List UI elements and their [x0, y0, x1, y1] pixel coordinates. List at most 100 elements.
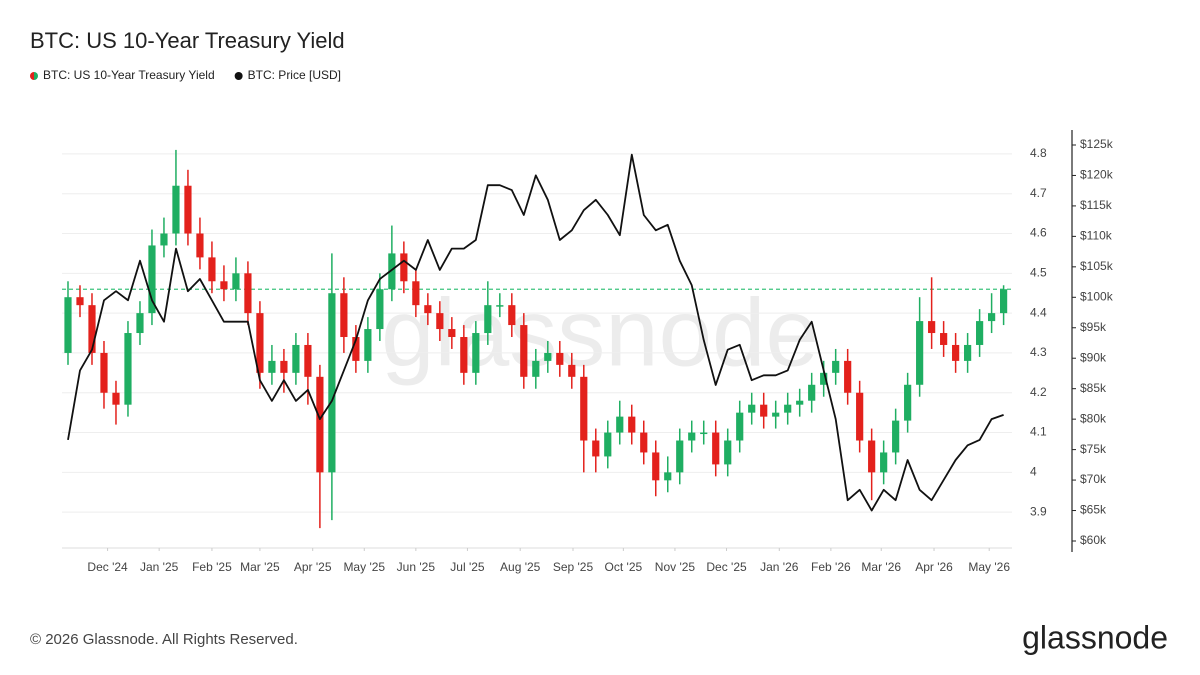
y-tick-label: 4.8 [1030, 146, 1047, 160]
x-tick-label: May '25 [343, 560, 385, 574]
y2-tick-label: $105k [1080, 259, 1114, 273]
candle [604, 420, 612, 469]
candle-body [928, 321, 936, 334]
candle-body [688, 432, 696, 441]
candle [484, 281, 492, 345]
candle-body [712, 432, 720, 465]
watermark: glassnode [381, 279, 819, 386]
candle [904, 372, 912, 433]
candle [472, 321, 480, 385]
candle-body [352, 337, 360, 361]
candle-body [832, 360, 840, 373]
candle-body [640, 432, 648, 453]
candle-body [844, 360, 852, 393]
candle-body [676, 440, 684, 473]
candle [316, 364, 324, 529]
candle [760, 392, 768, 429]
candle [724, 428, 732, 477]
candle-body [1000, 289, 1008, 314]
legend: BTC: US 10-Year Treasury Yield BTC: Price… [30, 68, 341, 82]
candle [640, 420, 648, 465]
y-tick-label: 4 [1030, 465, 1037, 479]
y2-tick-label: $75k [1080, 442, 1107, 456]
candle-body [484, 305, 492, 334]
y2-tick-label: $125k [1080, 137, 1114, 151]
candle-body [916, 321, 924, 385]
candle [1000, 285, 1008, 326]
candle-body [160, 233, 168, 246]
candle [496, 293, 504, 318]
x-tick-label: May '26 [968, 560, 1010, 574]
candle-body [208, 257, 216, 282]
candle-body [964, 344, 972, 361]
candle [436, 301, 444, 341]
candle-body [592, 440, 600, 457]
y2-tick-label: $110k [1080, 229, 1113, 243]
candle [556, 340, 564, 377]
candle-body [112, 392, 120, 405]
candle [940, 321, 948, 357]
y2-tick-label: $60k [1080, 533, 1107, 547]
y2-tick-label: $100k [1080, 289, 1114, 303]
candle-body [796, 400, 804, 405]
candle [76, 285, 84, 318]
candle [688, 420, 696, 453]
x-tick-label: Feb '26 [811, 560, 851, 574]
logo: glassnode [1022, 619, 1168, 655]
candle-body [976, 321, 984, 345]
candle-body [748, 404, 756, 413]
candle-body [304, 344, 312, 377]
legend-label: BTC: US 10-Year Treasury Yield [43, 68, 215, 82]
candle-body [532, 360, 540, 377]
candle-body [424, 305, 432, 314]
candle-body [940, 333, 948, 345]
candle [460, 325, 468, 385]
candle-body [892, 420, 900, 453]
y2-tick-label: $80k [1080, 411, 1107, 425]
candle-body [604, 432, 612, 457]
candle-body [628, 416, 636, 433]
candle-body [316, 376, 324, 473]
candle [232, 257, 240, 302]
candle [712, 420, 720, 477]
candle-body [508, 305, 516, 326]
candle [100, 340, 108, 409]
candle-body [868, 440, 876, 473]
x-tick-label: Mar '26 [861, 560, 901, 574]
y2-tick-label: $95k [1080, 320, 1107, 334]
copyright: © 2026 Glassnode. All Rights Reserved. [30, 631, 298, 648]
y2-tick-label: $65k [1080, 503, 1107, 517]
candle [520, 313, 528, 389]
candle-body [340, 293, 348, 338]
candle [508, 293, 516, 338]
candle [448, 317, 456, 349]
candle [784, 392, 792, 425]
x-tick-label: Oct '25 [605, 560, 643, 574]
candle-body [520, 325, 528, 377]
candle-body [904, 384, 912, 421]
candle [736, 400, 744, 453]
candle-body [412, 281, 420, 306]
candle [160, 217, 168, 258]
candle [652, 440, 660, 497]
candle-body [880, 452, 888, 473]
candle [388, 225, 396, 302]
y2-tick-label: $70k [1080, 472, 1107, 486]
y-tick-label: 4.4 [1030, 305, 1047, 319]
candle-body [784, 404, 792, 413]
x-tick-label: Jan '26 [760, 560, 799, 574]
x-tick-label: Mar '25 [240, 560, 280, 574]
candle [196, 217, 204, 270]
candle-body [820, 372, 828, 385]
candle [64, 281, 72, 365]
candle [844, 348, 852, 405]
candle-body [220, 281, 228, 290]
candle [376, 273, 384, 341]
candle [892, 408, 900, 465]
candle [832, 348, 840, 385]
x-tick-label: Aug '25 [500, 560, 541, 574]
candle [112, 380, 120, 425]
x-tick-label: Sep '25 [553, 560, 594, 574]
